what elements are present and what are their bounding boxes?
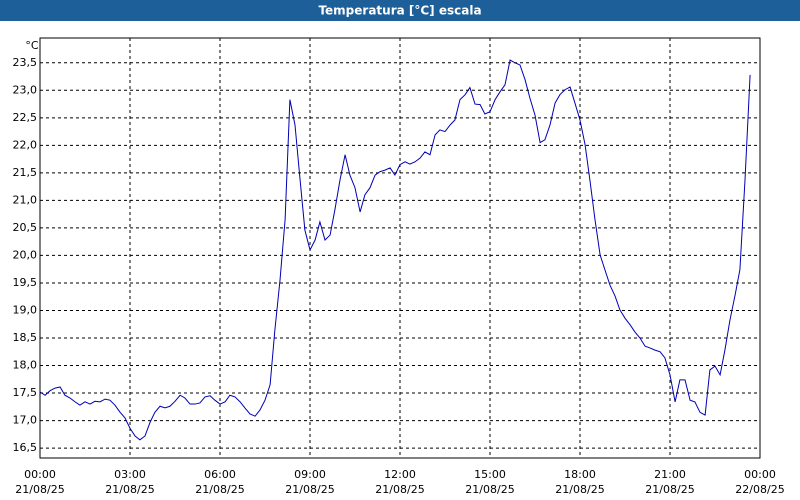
x-tick-label: 03:00: [114, 468, 146, 481]
x-tick-date: 21/08/25: [375, 483, 424, 496]
data-line: [39, 59, 751, 441]
y-tick-label: 18,5: [13, 331, 38, 344]
x-tick-date: 22/08/25: [735, 483, 784, 496]
x-tick-date: 21/08/25: [15, 483, 64, 496]
x-tick-label: 09:00: [294, 468, 326, 481]
y-tick-label: 22,5: [13, 111, 38, 124]
x-tick-date: 21/08/25: [645, 483, 694, 496]
x-tick-date: 21/08/25: [555, 483, 604, 496]
y-tick-label: 23,5: [13, 56, 38, 69]
y-tick-label: 17,0: [13, 414, 38, 427]
title-bar: [0, 0, 800, 21]
x-tick-date: 21/08/25: [105, 483, 154, 496]
y-tick-label: 22,0: [13, 138, 38, 151]
x-tick-date: 21/08/25: [285, 483, 334, 496]
x-tick-label: 18:00: [564, 468, 596, 481]
y-tick-label: 19,5: [13, 276, 38, 289]
x-tick-label: 12:00: [384, 468, 416, 481]
x-tick-label: 06:00: [204, 468, 236, 481]
x-tick-label: 00:00: [24, 468, 56, 481]
x-tick-label: 15:00: [474, 468, 506, 481]
y-tick-label: 16,5: [13, 441, 38, 454]
y-unit: °C: [25, 39, 39, 52]
x-tick-label: 00:00: [744, 468, 776, 481]
y-tick-label: 21,0: [13, 193, 38, 206]
y-tick-label: 19,0: [13, 303, 38, 316]
chart-title: Temperatura [°C] escala: [318, 4, 481, 18]
y-tick-label: 18,0: [13, 359, 38, 372]
y-tick-label: 23,0: [13, 83, 38, 96]
x-tick-date: 21/08/25: [195, 483, 244, 496]
y-tick-label: 21,5: [13, 166, 38, 179]
x-tick-date: 21/08/25: [465, 483, 514, 496]
x-tick-label: 21:00: [654, 468, 686, 481]
y-tick-label: 20,0: [13, 248, 38, 261]
y-tick-label: 17,5: [13, 386, 38, 399]
y-tick-label: 20,5: [13, 221, 38, 234]
